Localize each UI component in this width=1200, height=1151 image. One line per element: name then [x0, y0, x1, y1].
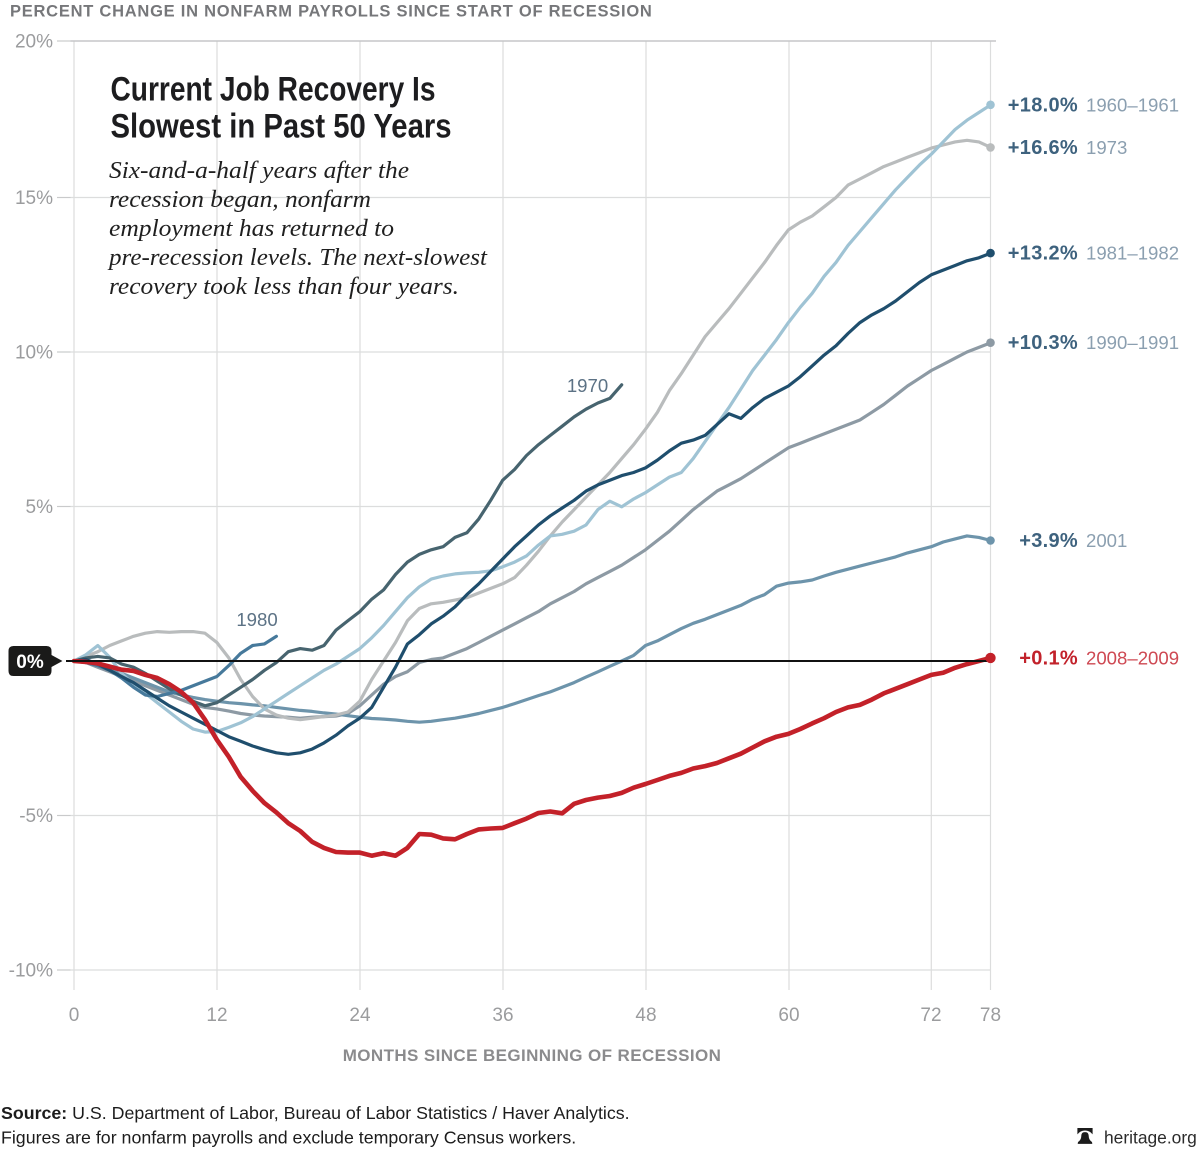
svg-text:2001: 2001	[1086, 530, 1127, 551]
svg-text:Source: U.S. Department of Lab: Source: U.S. Department of Labor, Bureau…	[1, 1103, 630, 1123]
svg-text:Slowest in Past 50 Years: Slowest in Past 50 Years	[111, 108, 452, 146]
svg-text:+10.3%: +10.3%	[1008, 332, 1078, 354]
svg-text:+16.6%: +16.6%	[1008, 137, 1078, 159]
svg-text:1960–1961: 1960–1961	[1086, 94, 1179, 115]
svg-text:1973: 1973	[1086, 137, 1127, 158]
svg-text:+18.0%: +18.0%	[1008, 94, 1078, 116]
svg-text:1970: 1970	[567, 375, 608, 396]
svg-text:20%: 20%	[15, 32, 53, 53]
svg-text:36: 36	[492, 1005, 513, 1026]
svg-text:+0.1%: +0.1%	[1019, 647, 1078, 669]
svg-text:24: 24	[349, 1005, 371, 1026]
svg-text:0: 0	[69, 1005, 80, 1026]
svg-text:Current Job Recovery Is: Current Job Recovery Is	[111, 70, 436, 108]
svg-text:recovery took less than four y: recovery took less than four years.	[109, 274, 459, 300]
svg-text:5%: 5%	[26, 497, 54, 518]
svg-text:78: 78	[980, 1005, 1001, 1026]
svg-text:+3.9%: +3.9%	[1019, 530, 1078, 552]
svg-text:heritage.org: heritage.org	[1104, 1128, 1197, 1148]
svg-text:48: 48	[635, 1005, 656, 1026]
svg-text:Six-and-a-half years after the: Six-and-a-half years after the	[109, 158, 409, 184]
svg-text:recession began, nonfarm: recession began, nonfarm	[109, 187, 371, 213]
svg-text:2008–2009: 2008–2009	[1086, 647, 1179, 668]
svg-text:72: 72	[920, 1005, 941, 1026]
svg-text:Figures are for nonfarm payrol: Figures are for nonfarm payrolls and exc…	[1, 1128, 576, 1148]
svg-text:1990–1991: 1990–1991	[1086, 332, 1179, 353]
svg-text:employment has returned to: employment has returned to	[109, 216, 394, 242]
svg-text:15%: 15%	[15, 188, 53, 209]
svg-text:MONTHS SINCE BEGINNING OF RECE: MONTHS SINCE BEGINNING OF RECESSION	[343, 1046, 722, 1065]
svg-text:-10%: -10%	[9, 961, 53, 982]
svg-text:pre-recession levels. The next: pre-recession levels. The next-slowest	[107, 245, 488, 271]
svg-text:0%: 0%	[16, 652, 44, 673]
svg-text:+13.2%: +13.2%	[1008, 243, 1078, 265]
svg-text:10%: 10%	[15, 343, 53, 364]
svg-text:PERCENT CHANGE IN NONFARM PAYR: PERCENT CHANGE IN NONFARM PAYROLLS SINCE…	[10, 3, 653, 21]
svg-text:1981–1982: 1981–1982	[1086, 243, 1179, 264]
svg-text:60: 60	[778, 1005, 799, 1026]
svg-text:1980: 1980	[236, 609, 277, 630]
svg-text:-5%: -5%	[19, 806, 53, 827]
svg-text:12: 12	[206, 1005, 227, 1026]
